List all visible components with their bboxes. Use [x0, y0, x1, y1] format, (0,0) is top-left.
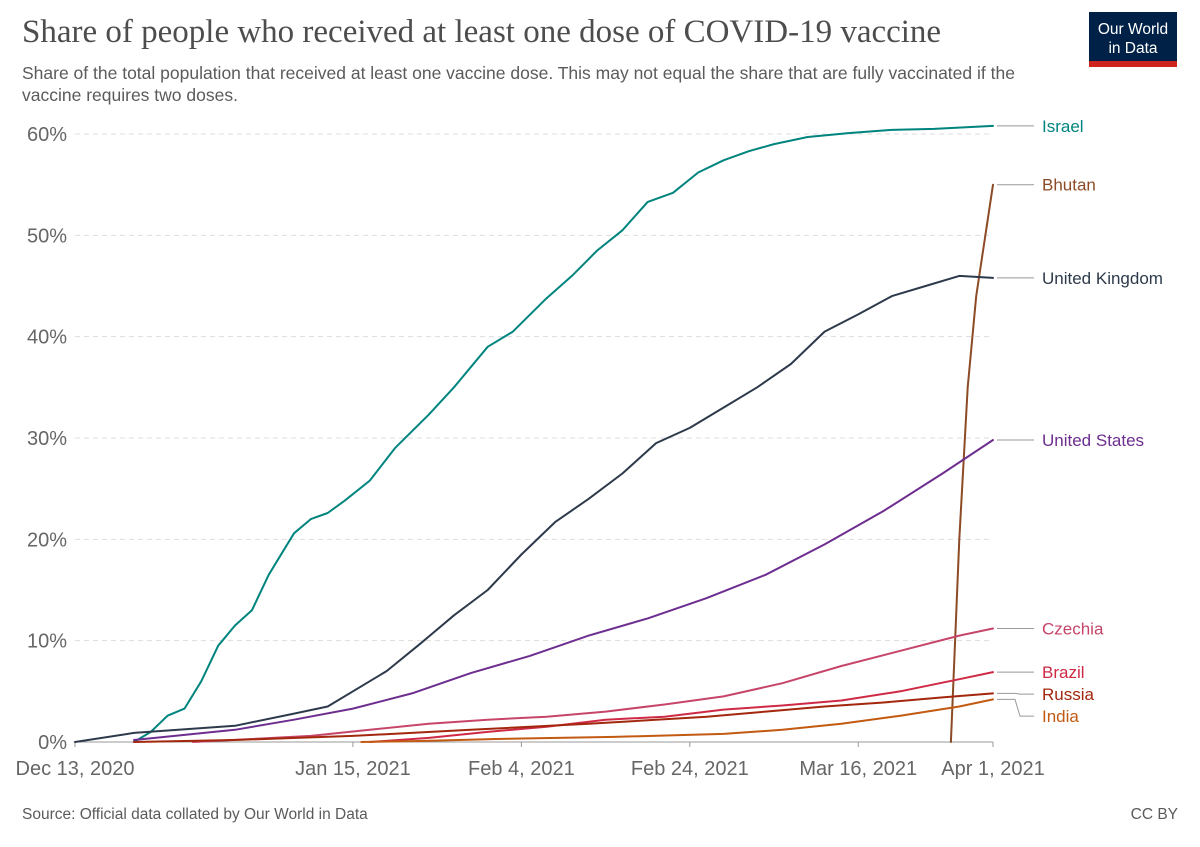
- y-tick-label: 0%: [38, 732, 67, 754]
- grid-lines: [75, 133, 993, 642]
- series-labels: Israel Bhutan United Kingdom United States C…: [997, 117, 1163, 726]
- series-line: [368, 671, 994, 743]
- x-tick-label: Jan 15, 2021: [295, 758, 411, 780]
- y-tick-label: 30%: [27, 428, 67, 450]
- series-line: [74, 274, 994, 743]
- x-axis: Dec 13, 2020 Jan 15, 2021 Feb 4, 2021 Feb 2…: [16, 741, 1045, 780]
- series-line: [360, 698, 994, 743]
- x-tick-label: Dec 13, 2020: [16, 758, 135, 780]
- chart-subtitle: Share of the total population that recei…: [22, 63, 1015, 105]
- series-label: India: [1042, 707, 1079, 726]
- series-label: Brazil: [1042, 663, 1085, 682]
- license-link[interactable]: CC BY: [1130, 806, 1178, 823]
- series-label: Russia: [1042, 685, 1095, 704]
- source-note[interactable]: Source: Official data collated by Our Wo…: [22, 806, 368, 823]
- y-tick-label: 40%: [27, 327, 67, 349]
- series-label: United Kingdom: [1042, 269, 1163, 288]
- x-tick-label: Feb 4, 2021: [468, 758, 575, 780]
- x-tick-label: Feb 24, 2021: [631, 758, 749, 780]
- series-lines: [74, 124, 994, 743]
- y-tick-label: 60%: [27, 124, 67, 146]
- series-label: United States: [1042, 431, 1144, 450]
- owid-logo[interactable]: Our World in Data: [1089, 12, 1177, 67]
- series-label: Czechia: [1042, 620, 1104, 639]
- series-line: [133, 692, 994, 743]
- x-tick-label: Mar 16, 2021: [799, 758, 917, 780]
- series-label: Israel: [1042, 117, 1084, 136]
- x-tick-label: Apr 1, 2021: [941, 758, 1044, 780]
- series-line: [191, 627, 994, 743]
- logo-line-2: in Data: [1108, 40, 1158, 57]
- logo-line-1: Our World: [1097, 21, 1169, 38]
- series-label: Bhutan: [1042, 176, 1096, 195]
- label-connector: [997, 692, 1034, 695]
- y-tick-label: 10%: [27, 631, 67, 653]
- y-tick-label: 20%: [27, 529, 67, 551]
- series-line: [133, 439, 994, 741]
- y-tick-label: 50%: [27, 225, 67, 247]
- label-connector: [997, 698, 1034, 717]
- series-line: [133, 124, 994, 743]
- chart-title: Share of people who received at least on…: [22, 14, 942, 50]
- series-line: [949, 183, 994, 743]
- y-axis: 0% 10% 20% 30% 40% 50% 60%: [27, 124, 67, 754]
